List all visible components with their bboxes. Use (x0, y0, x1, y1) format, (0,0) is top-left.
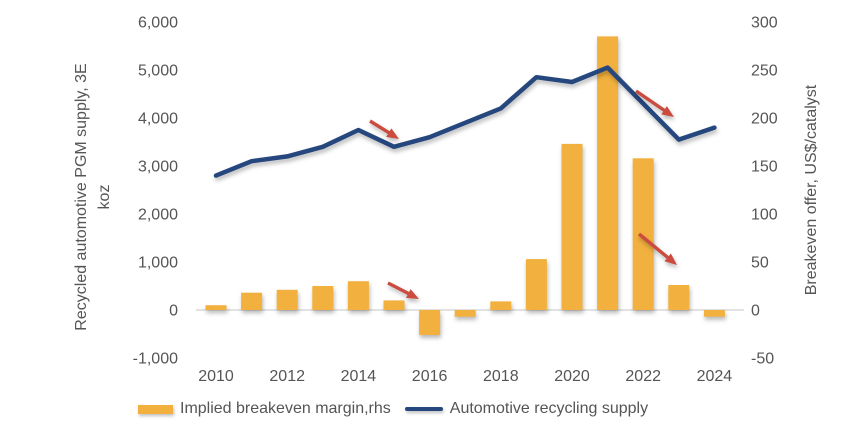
bar-2023 (668, 285, 690, 310)
legend-label-breakeven-margin: Implied breakeven margin,rhs (180, 400, 391, 417)
x-tick-2014: 2014 (341, 368, 377, 385)
legend: Implied breakeven margin,rhs Automotive … (138, 400, 648, 418)
bar-2010 (205, 305, 227, 310)
bar-2020 (561, 143, 583, 310)
arrow-icon (369, 119, 399, 139)
bar-2024 (703, 310, 725, 317)
right-tick-300: 300 (751, 15, 778, 32)
x-tick-2022: 2022 (625, 368, 661, 385)
bar-2011 (241, 292, 263, 310)
x-tick-2024: 2024 (697, 368, 733, 385)
legend-item-breakeven-margin: Implied breakeven margin,rhs (138, 400, 391, 418)
left-axis-title-line1: Recycled automotive PGM supply, 3E (73, 63, 90, 331)
left-tick-1000: 1,000 (138, 255, 178, 272)
bar-2022 (632, 158, 654, 310)
bar-2018 (490, 301, 512, 310)
arrow-icon (635, 89, 674, 117)
legend-label-recycling-supply: Automotive recycling supply (449, 400, 649, 417)
right-tick-0: 0 (751, 303, 760, 320)
left-axis-title-line2: koz (96, 184, 113, 210)
bar-series-swatch (138, 404, 173, 414)
bar-2019 (525, 259, 547, 310)
bar-2014 (347, 281, 369, 310)
left-tick-5000: 5,000 (138, 63, 178, 80)
bar-2013 (312, 286, 334, 310)
bar-series (205, 36, 725, 335)
bar-2021 (597, 36, 619, 311)
right-tick-100: 100 (751, 207, 778, 224)
bar-2012 (276, 289, 298, 310)
left-tick-4000: 4,000 (138, 111, 178, 128)
x-tick-2010: 2010 (198, 368, 234, 385)
right-tick-150: 150 (751, 159, 778, 176)
bar-2015 (383, 300, 405, 310)
right-tick-200: 200 (751, 111, 778, 128)
right-tick-250: 250 (751, 63, 778, 80)
left-tick-6000: 6,000 (138, 15, 178, 32)
left-tick-2000: 2,000 (138, 207, 178, 224)
bar-2016 (419, 310, 441, 335)
left-tick-0: 0 (169, 303, 178, 320)
x-tick-2020: 2020 (554, 368, 590, 385)
legend-item-recycling-supply: Automotive recycling supply (404, 400, 649, 418)
x-tick-2012: 2012 (269, 368, 305, 385)
bar-2017 (454, 310, 476, 317)
recycling-supply-line (213, 65, 717, 178)
line-series-swatch (404, 407, 443, 411)
right-tick-50: 50 (751, 255, 769, 272)
x-tick-2018: 2018 (483, 368, 519, 385)
left-tick--1000: -1,000 (133, 351, 178, 368)
right-axis-title: Breakeven offer, US$/catalyst (803, 84, 820, 296)
arrow-annotations (369, 89, 677, 299)
right-tick--50: -50 (751, 351, 774, 368)
arrow-icon (387, 281, 419, 299)
left-tick-3000: 3,000 (138, 159, 178, 176)
arrow-icon (637, 232, 677, 265)
x-tick-2016: 2016 (412, 368, 448, 385)
